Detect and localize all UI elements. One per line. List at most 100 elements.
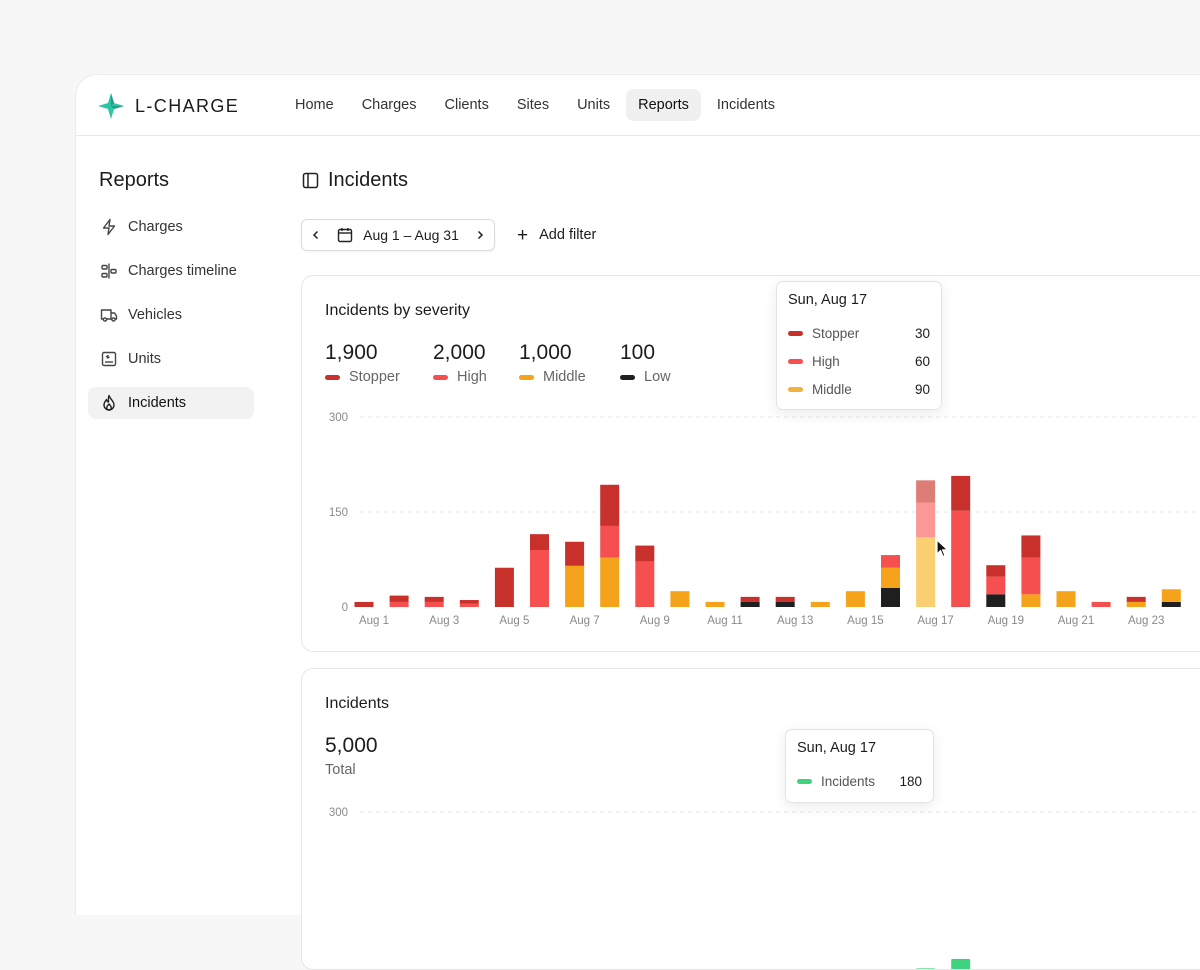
date-range-label: Aug 1 – Aug 31 <box>363 227 459 243</box>
bar-segment-stopper[interactable] <box>1021 535 1041 558</box>
bar-segment-high[interactable] <box>951 510 971 607</box>
bar-segment-low[interactable] <box>881 588 900 607</box>
bar-segment-stopper[interactable] <box>354 601 374 607</box>
tooltip-date: Sun, Aug 17 <box>797 740 877 756</box>
date-range-button[interactable]: Aug 1 – Aug 31 <box>330 227 466 243</box>
bar-segment-low[interactable] <box>740 601 760 607</box>
bar-segment-middle[interactable] <box>810 601 830 607</box>
bar-segment-stopper[interactable] <box>1126 596 1146 602</box>
bar-segment-stopper[interactable] <box>740 596 760 602</box>
x-tick-label: Aug 17 <box>917 615 953 627</box>
top-navigation-bar: L-CHARGE Home Charges Clients Sites Unit… <box>76 75 1200 136</box>
bar-segment-middle[interactable] <box>1161 589 1181 602</box>
tooltip-swatch <box>788 386 803 392</box>
stat-value: 100 <box>620 341 656 364</box>
bar-segment-middle[interactable] <box>881 567 900 588</box>
app-window: L-CHARGE Home Charges Clients Sites Unit… <box>75 74 1200 970</box>
bar-segment-low[interactable] <box>1161 601 1181 607</box>
sidebar-item-label: Charges <box>128 219 183 235</box>
bar-segment-high[interactable] <box>881 555 900 568</box>
bar-segment-middle[interactable] <box>845 591 865 607</box>
legend-swatch <box>620 374 635 380</box>
bar-segment-middle[interactable] <box>1056 591 1076 607</box>
x-tick-label: Aug 7 <box>570 615 600 627</box>
bar-segment-high[interactable] <box>424 601 444 607</box>
bar-segment-high[interactable] <box>389 601 409 607</box>
severity-stacked-bar-chart: 0 150 300 Aug 1 Aug 3 Aug 5 Aug 7 Aug 9 Aug 11 Au… <box>329 412 1200 627</box>
tooltip-series-name: Middle <box>812 381 852 397</box>
chevron-left-icon <box>312 230 319 240</box>
stat-low: 100 Low <box>620 341 671 385</box>
sidebar: Charges Charges timeline Vehicles Units … <box>88 211 254 431</box>
nav-item-incidents[interactable]: Incidents <box>716 97 775 113</box>
nav-item-home[interactable]: Home <box>295 97 334 113</box>
tooltip-row: Stopper 30 <box>788 319 930 347</box>
bar-segment-middle[interactable] <box>565 565 585 607</box>
brand-logo[interactable]: L-CHARGE <box>98 93 239 119</box>
stat-high: 2,000 High <box>433 341 487 385</box>
bar-segment-stopper[interactable] <box>775 596 795 602</box>
mouse-pointer-icon <box>936 539 949 558</box>
x-tick-label: Aug 11 <box>707 615 743 627</box>
bar-incidents[interactable] <box>916 968 936 969</box>
flame-icon <box>100 394 118 412</box>
sidebar-item-charges-timeline[interactable]: Charges timeline <box>88 255 254 287</box>
bar-segment-stopper[interactable] <box>951 475 971 511</box>
bar-segment-high[interactable] <box>1091 601 1111 607</box>
bar-segment-stopper[interactable] <box>986 565 1006 577</box>
x-tick-label: Aug 23 <box>1128 615 1164 627</box>
bar-segment-middle[interactable] <box>1021 594 1041 607</box>
bar-segment-middle[interactable] <box>1126 601 1146 607</box>
unit-icon <box>100 350 118 368</box>
bar-segment-high[interactable] <box>530 550 549 607</box>
x-tick-label: Aug 5 <box>499 615 529 627</box>
nav-item-charges[interactable]: Charges <box>361 97 417 113</box>
severity-tooltip: Sun, Aug 17 Stopper 30 High 60 Middle 90 <box>776 281 942 410</box>
bar-segment-high[interactable] <box>986 576 1006 595</box>
bar-segment-stopper[interactable] <box>916 480 936 503</box>
bar-segment-stopper[interactable] <box>600 484 620 526</box>
bar-segment-low[interactable] <box>775 601 795 607</box>
bar-segment-high[interactable] <box>600 525 620 558</box>
next-period-button[interactable] <box>466 220 494 250</box>
bar-incidents[interactable] <box>951 959 971 969</box>
bar-segment-high[interactable] <box>459 603 479 607</box>
nav-item-sites[interactable]: Sites <box>516 97 550 113</box>
sidebar-item-units[interactable]: Units <box>88 343 254 375</box>
legend-swatch <box>433 374 448 380</box>
nav-item-reports[interactable]: Reports <box>626 89 701 121</box>
tooltip-series-value: 180 <box>899 773 922 789</box>
tooltip-row: High 60 <box>788 347 930 375</box>
tooltip-series-value: 30 <box>914 325 930 341</box>
previous-period-button[interactable] <box>302 220 330 250</box>
bar-segment-middle[interactable] <box>916 537 936 607</box>
bar-segment-stopper[interactable] <box>389 595 409 602</box>
bar-segment-high[interactable] <box>1021 557 1041 595</box>
stat-label: Middle <box>543 369 586 385</box>
nav-item-units[interactable]: Units <box>577 97 611 113</box>
bar-segment-stopper[interactable] <box>565 541 585 566</box>
bar-segment-middle[interactable] <box>600 557 620 607</box>
tooltip-series-name: Incidents <box>821 773 876 789</box>
sidebar-title: Reports <box>99 169 170 191</box>
sidebar-item-charges[interactable]: Charges <box>88 211 254 243</box>
nav-item-clients[interactable]: Clients <box>444 97 489 113</box>
bar-segment-stopper[interactable] <box>530 534 549 550</box>
bar-segment-low[interactable] <box>986 594 1006 607</box>
bar-segment-stopper[interactable] <box>494 567 514 607</box>
add-filter-button[interactable]: + Add filter <box>517 221 596 249</box>
bar-segment-high[interactable] <box>635 561 655 607</box>
main-nav: Home Charges Clients Sites Units Reports… <box>283 89 791 121</box>
bar-segment-stopper[interactable] <box>424 596 444 602</box>
sidebar-item-label: Vehicles <box>128 307 183 323</box>
bar-segment-middle[interactable] <box>705 601 725 607</box>
x-tick-label: Aug 9 <box>640 615 670 627</box>
bar-segment-middle[interactable] <box>670 591 690 607</box>
brand-name: L-CHARGE <box>135 95 240 116</box>
sidebar-toggle-icon[interactable] <box>302 172 319 189</box>
bar-segment-high[interactable] <box>916 502 936 538</box>
sidebar-item-incidents[interactable]: Incidents <box>88 387 254 419</box>
sidebar-item-vehicles[interactable]: Vehicles <box>88 299 254 331</box>
bar-segment-stopper[interactable] <box>635 545 655 562</box>
bar-segment-stopper[interactable] <box>459 600 479 604</box>
